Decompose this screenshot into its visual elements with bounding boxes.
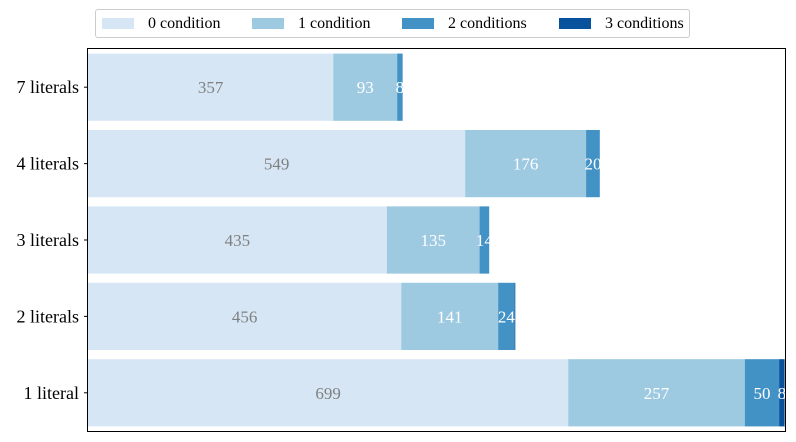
bars-layer [88,53,785,427]
legend-label-0: 0 condition [148,14,221,32]
data-label-2-2: 14 [476,231,494,250]
bar-3-3 [514,282,516,351]
data-label-1-2: 135 [420,231,446,250]
data-label-0-4: 699 [315,384,341,403]
legend-label-2: 2 conditions [448,14,527,32]
data-label-0-3: 456 [232,307,258,326]
legend-label-3: 3 conditions [605,14,684,32]
bar-1-3 [401,282,499,351]
bar-1-1 [465,129,587,198]
bar-0-0 [88,53,334,121]
plot-frame [87,48,786,432]
bar-1-4 [568,359,745,427]
y-tick-label-4: 1 literal [24,383,79,403]
bar-2-2 [479,206,490,274]
data-label-1-1: 176 [513,155,539,174]
y-tick-label-0: 7 literals [17,77,79,97]
y-tick-label-1: 4 literals [17,154,79,174]
legend-label-1: 1 condition [298,14,371,32]
bar-3-4 [779,359,785,427]
legend-item-1: 1 condition [252,10,370,37]
data-label-2-1: 20 [584,155,601,174]
bar-0-4 [88,359,569,427]
data-label-2-0: 8 [396,78,405,97]
y-tick-label-2: 3 literals [17,230,79,250]
bar-2-4 [744,359,780,427]
legend-item-2: 2 conditions [402,10,527,37]
data-label-2-3: 24 [498,307,516,326]
data-label-1-4: 257 [644,384,670,403]
legend-swatch-3 [559,18,591,29]
y-tick-label-3: 2 literals [17,306,79,326]
legend: 0 condition 1 condition 2 conditions 3 c… [95,9,690,38]
legend-swatch-2 [402,18,434,29]
data-label-2-4: 50 [753,384,770,403]
data-label-0-1: 549 [264,155,290,174]
bar-0-2 [88,206,387,274]
data-label-1-3: 141 [437,307,463,326]
bar-0-1 [88,129,466,198]
legend-swatch-0 [102,18,134,29]
legend-item-3: 3 conditions [559,10,684,37]
bar-1-2 [386,206,480,274]
data-label-0-0: 357 [198,78,224,97]
data-label-1-0: 93 [357,78,374,97]
legend-item-0: 0 condition [102,10,220,37]
data-labels-layer: 357 93 8 549 176 20 435 135 14 456 141 24 699 257 50 8 [198,78,786,403]
data-label-0-2: 435 [225,231,251,250]
bar-1-0 [333,53,398,121]
y-axis-ticks: 7 literals 4 literals 3 literals 2 literals… [17,77,88,403]
bar-2-0 [397,53,403,121]
bar-2-1 [586,129,600,198]
bar-0-3 [88,282,402,351]
data-label-3-4: 8 [778,384,787,403]
bar-2-3 [498,282,515,351]
legend-swatch-1 [252,18,284,29]
